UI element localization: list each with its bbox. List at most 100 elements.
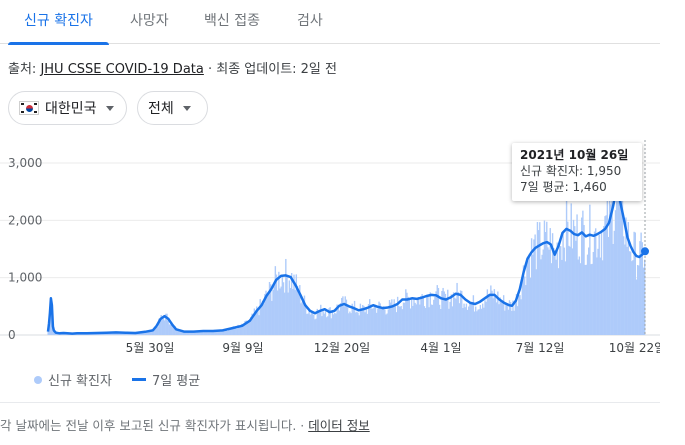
daily-bar bbox=[466, 309, 469, 335]
tab-vaccinations[interactable]: 백신 접종 bbox=[204, 13, 260, 29]
daily-bar bbox=[317, 312, 320, 335]
daily-bar bbox=[597, 248, 599, 335]
daily-bar bbox=[222, 331, 224, 335]
daily-bar bbox=[143, 332, 145, 335]
daily-bar bbox=[214, 329, 216, 335]
daily-bar bbox=[465, 303, 468, 335]
daily-bar bbox=[245, 320, 247, 335]
daily-bar bbox=[458, 303, 461, 335]
daily-bar bbox=[233, 327, 236, 335]
daily-bar bbox=[196, 330, 199, 335]
daily-bar bbox=[498, 304, 500, 335]
daily-bar bbox=[144, 332, 146, 335]
daily-bar bbox=[484, 300, 486, 335]
daily-bar bbox=[551, 233, 554, 335]
daily-bar bbox=[281, 274, 284, 335]
daily-bar bbox=[393, 299, 395, 335]
tab-new-cases[interactable]: 신규 확진자 bbox=[8, 0, 109, 45]
daily-bar bbox=[373, 304, 376, 335]
daily-bar bbox=[455, 298, 457, 335]
daily-bar bbox=[619, 178, 621, 335]
daily-bar bbox=[369, 299, 371, 335]
daily-bar bbox=[491, 290, 493, 335]
daily-bar bbox=[420, 296, 422, 335]
daily-bar bbox=[391, 299, 393, 335]
daily-bar bbox=[504, 310, 506, 335]
daily-bar bbox=[592, 251, 595, 335]
daily-bar bbox=[493, 289, 496, 335]
daily-bar bbox=[300, 303, 302, 335]
daily-bar bbox=[153, 329, 155, 335]
period-dropdown[interactable]: 전체 bbox=[137, 91, 208, 125]
daily-bar bbox=[202, 331, 204, 335]
daily-bar bbox=[266, 295, 268, 335]
daily-bar bbox=[351, 303, 353, 335]
data-info-link[interactable]: 데이터 정보 bbox=[308, 418, 370, 433]
daily-bar bbox=[523, 276, 526, 335]
daily-bar bbox=[303, 295, 306, 335]
daily-bar bbox=[400, 306, 402, 335]
daily-bar bbox=[301, 301, 303, 335]
daily-bar bbox=[267, 294, 270, 335]
daily-bar bbox=[318, 310, 321, 335]
tab-deaths[interactable]: 사망자 bbox=[130, 13, 169, 29]
daily-bar bbox=[205, 331, 208, 335]
daily-bar bbox=[344, 296, 346, 335]
daily-bar bbox=[217, 331, 219, 335]
region-dropdown[interactable]: 대한민국 bbox=[8, 91, 127, 125]
x-axis-ticks: 5월 30일 9월 9일 12월 20일 4월 1일 7월 12일 10월 22일 bbox=[126, 341, 660, 355]
daily-bar bbox=[366, 313, 369, 335]
daily-bar bbox=[152, 331, 154, 335]
daily-bar bbox=[112, 333, 115, 335]
caret-down-icon bbox=[182, 105, 191, 111]
daily-bar bbox=[328, 308, 330, 335]
daily-bar bbox=[259, 299, 261, 335]
cases-chart[interactable]: 3,000 2,000 1,000 0 5월 30일 9월 9일 12월 20일 4월 1일… bbox=[0, 140, 660, 360]
daily-bar bbox=[461, 290, 463, 335]
daily-bar bbox=[470, 302, 472, 335]
daily-bar bbox=[253, 308, 256, 335]
daily-bar bbox=[444, 293, 447, 335]
daily-bar bbox=[563, 247, 565, 335]
legend-new-cases: 신규 확진자 bbox=[48, 374, 112, 389]
daily-bar bbox=[292, 289, 294, 335]
daily-bar bbox=[402, 302, 405, 335]
daily-bar bbox=[430, 304, 433, 335]
tab-tests[interactable]: 검사 bbox=[297, 13, 323, 29]
daily-bar bbox=[636, 265, 639, 335]
daily-bar bbox=[126, 333, 129, 335]
daily-bar bbox=[109, 333, 111, 335]
daily-bar bbox=[398, 305, 400, 335]
daily-bar bbox=[555, 259, 557, 335]
daily-bar bbox=[399, 306, 401, 335]
daily-bar bbox=[569, 246, 571, 335]
daily-bar bbox=[544, 231, 547, 335]
daily-bar bbox=[172, 323, 174, 335]
daily-bar bbox=[518, 295, 520, 335]
daily-bar bbox=[193, 331, 195, 335]
daily-bar bbox=[549, 228, 551, 335]
daily-bar bbox=[512, 300, 514, 335]
daily-bar bbox=[583, 225, 585, 335]
daily-bar bbox=[232, 326, 235, 335]
daily-bar bbox=[170, 322, 173, 335]
daily-bar bbox=[589, 204, 591, 335]
daily-bar bbox=[324, 311, 327, 335]
daily-bar bbox=[332, 314, 335, 335]
daily-bar bbox=[53, 330, 55, 335]
daily-bar bbox=[387, 309, 390, 335]
daily-bar bbox=[525, 285, 527, 335]
source-link[interactable]: JHU CSSE COVID-19 Data bbox=[40, 62, 204, 77]
daily-bar bbox=[260, 304, 263, 335]
daily-bar bbox=[527, 260, 529, 335]
daily-bar bbox=[311, 311, 314, 335]
daily-bar bbox=[540, 259, 542, 335]
daily-bar bbox=[175, 330, 178, 335]
daily-bar bbox=[218, 330, 221, 335]
daily-bar bbox=[562, 231, 564, 335]
daily-bar bbox=[378, 301, 380, 335]
period-dropdown-label: 전체 bbox=[148, 101, 174, 117]
daily-bar bbox=[350, 313, 352, 335]
daily-bar bbox=[471, 302, 473, 335]
daily-bar bbox=[191, 332, 194, 335]
